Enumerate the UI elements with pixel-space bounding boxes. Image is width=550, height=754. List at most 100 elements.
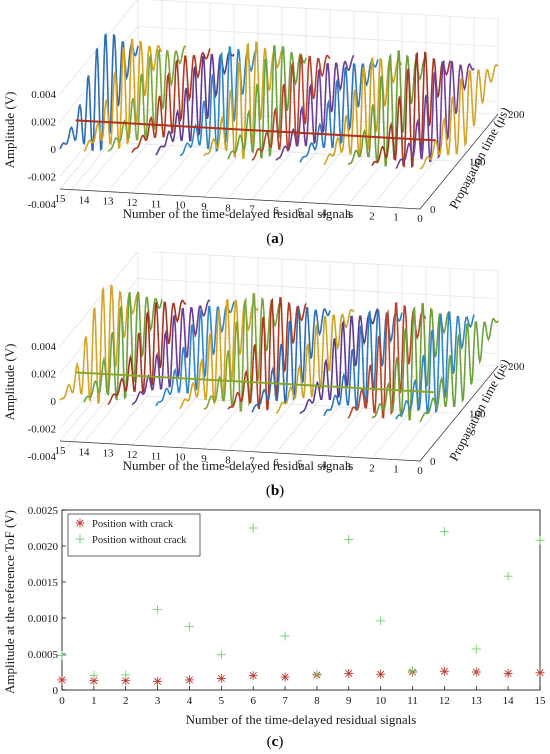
x-tick-label: 10: [175, 452, 187, 464]
x-tick-label: 15: [55, 445, 67, 457]
x-tick-label: 9: [346, 695, 352, 707]
x-tick-label: 1: [393, 464, 399, 476]
crack-point: [503, 668, 513, 678]
grid-line: [59, 333, 139, 429]
signal-trace: [251, 54, 331, 161]
signal-trace: [107, 299, 187, 406]
grid-line: [137, 26, 499, 47]
z-tick-label: 100: [469, 157, 486, 169]
x-tick-label: 2: [123, 695, 129, 707]
x-tick-label: 1: [393, 212, 399, 224]
signal-trace: [419, 317, 499, 423]
crack-point: [280, 672, 290, 682]
x-tick-label: 12: [127, 197, 138, 209]
grid-line: [59, 0, 138, 95]
x-tick-label: 6: [273, 457, 279, 469]
no-crack-point: [408, 666, 418, 676]
x-tick-label: 9: [201, 453, 207, 465]
x-tick-label: 8: [225, 454, 231, 466]
y-tick-label: 0.0015: [28, 577, 59, 589]
no-crack-point: [216, 650, 226, 660]
x-tick-label: 5: [219, 695, 225, 707]
crack-point: [471, 667, 481, 677]
signal-trace: [227, 44, 307, 160]
legend-marker: [75, 534, 85, 544]
crack-point: [344, 668, 354, 678]
signal-trace: [155, 301, 235, 407]
crack-point: [439, 666, 449, 676]
grid-line: [98, 393, 460, 414]
panel-b-caption: (b): [265, 483, 285, 499]
grid-line: [137, 108, 499, 130]
crack-point: [248, 671, 258, 681]
z-tick-label: 0: [430, 204, 436, 216]
grid-line: [150, 0, 499, 20]
x-tick-label: 4: [187, 695, 193, 707]
y-tick-label: 0.004: [31, 89, 56, 101]
legend-marker: [75, 518, 85, 528]
signal-trace: [395, 60, 475, 170]
x-tick-label: 14: [79, 194, 91, 206]
no-crack-point: [344, 535, 354, 545]
x-tick-label: 7: [249, 204, 255, 216]
chart-a-ylabel: Amplitude (V): [2, 92, 17, 169]
no-crack-point: [248, 523, 258, 533]
signal-trace: [299, 308, 379, 415]
z-tick-label: 200: [508, 361, 525, 373]
no-crack-point: [376, 616, 386, 626]
x-tick-label: 5: [297, 458, 303, 470]
signal-trace: [203, 293, 283, 412]
crack-point: [184, 675, 194, 685]
x-tick-label: 0: [417, 465, 423, 477]
reference-tof-line: [75, 119, 436, 142]
x-tick-label: 1: [91, 695, 97, 707]
x-tick-label: 5: [297, 206, 303, 218]
z-tick-label: 100: [469, 409, 486, 421]
x-tick-label: 11: [151, 450, 162, 462]
y-tick-label: 0.004: [31, 341, 56, 353]
x-tick-label: 0: [59, 695, 65, 707]
signal-trace: [395, 311, 475, 420]
crack-point: [153, 676, 163, 686]
y-tick-label: -0.004: [28, 451, 57, 463]
legend-label: Position without crack: [92, 535, 187, 546]
grid-line: [98, 141, 460, 162]
signal-trace: [83, 291, 163, 403]
reference-tof-line: [75, 371, 436, 394]
chart-a-zlabel: Propagation time (μs): [446, 104, 512, 211]
x-tick-label: 13: [103, 448, 115, 460]
no-crack-point: [184, 622, 194, 632]
y-tick-label: -0.002: [28, 172, 56, 184]
x-tick-label: 6: [273, 205, 279, 217]
y-tick-label: -0.002: [28, 424, 56, 436]
no-crack-point: [89, 671, 99, 681]
x-tick-label: 15: [55, 193, 67, 205]
crack-point: [121, 676, 131, 686]
x-tick-label: 8: [225, 202, 231, 214]
signal-trace: [275, 308, 355, 415]
signal-trace: [251, 306, 331, 413]
signal-trace: [131, 48, 211, 153]
grid-line: [59, 278, 139, 374]
x-tick-label: 12: [439, 695, 450, 707]
x-tick-label: 6: [250, 695, 256, 707]
panel-c-caption: (c): [266, 734, 284, 750]
chart-b-ylabel: Amplitude (V): [2, 344, 17, 421]
no-crack-point: [57, 650, 67, 660]
y-tick-label: 0: [51, 144, 57, 156]
legend-label: Position with crack: [92, 519, 174, 530]
grid-line: [137, 93, 499, 115]
crack-point: [535, 668, 545, 678]
x-tick-label: 12: [127, 449, 138, 461]
x-tick-label: 7: [249, 456, 255, 468]
crack-point: [57, 675, 67, 685]
z-tick-label: 0: [430, 456, 436, 468]
y-tick-label: 0: [53, 685, 59, 697]
x-axis-line: [59, 440, 421, 462]
y-tick-label: 0.0025: [28, 505, 59, 517]
chart-c-ylabel: Amplitude at the reference ToF (V): [2, 510, 17, 694]
x-tick-label: 11: [151, 198, 162, 210]
x-tick-label: 10: [175, 200, 187, 212]
